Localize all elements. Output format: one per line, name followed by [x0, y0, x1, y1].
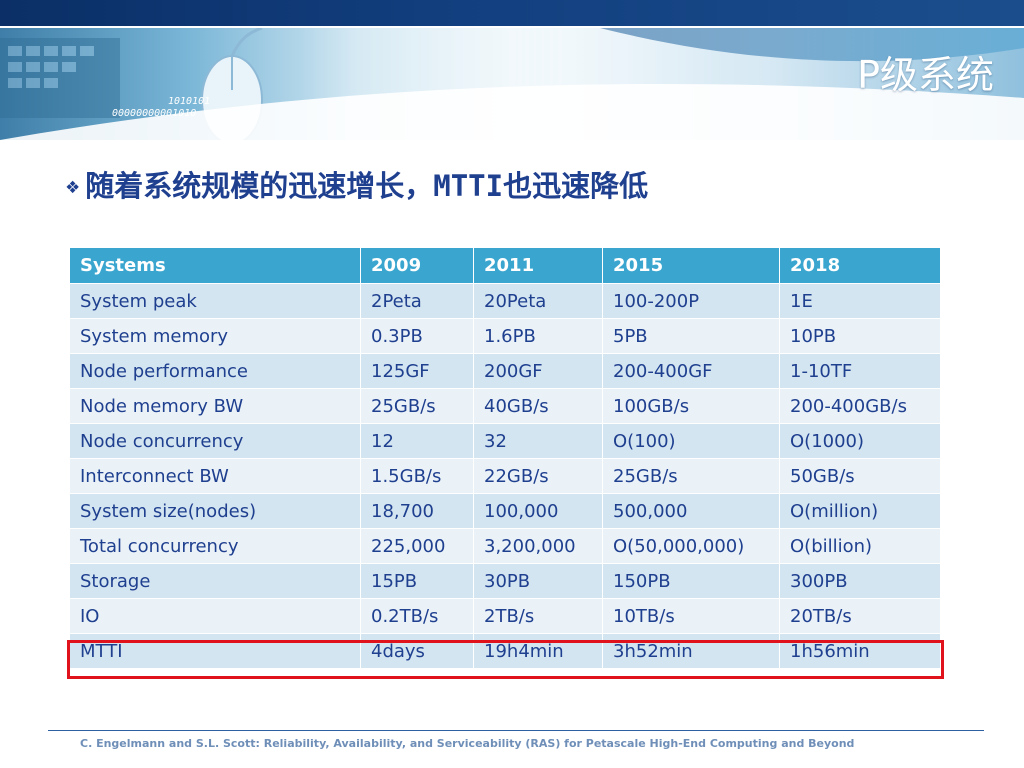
- header-2018: 2018: [779, 247, 941, 284]
- table-header-row: Systems 2009 2011 2015 2018: [69, 247, 941, 284]
- row-label: MTTI: [69, 633, 361, 669]
- table-cell: 22GB/s: [473, 458, 603, 494]
- header-systems: Systems: [69, 247, 361, 284]
- table-cell: 300PB: [779, 563, 941, 599]
- table-row: Node concurrency 12 32 O(100) O(1000): [69, 423, 941, 459]
- table-cell: 10TB/s: [602, 598, 780, 634]
- table-cell: 5PB: [602, 318, 780, 354]
- table-cell: 0.2TB/s: [360, 598, 474, 634]
- row-label: Node memory BW: [69, 388, 361, 424]
- table-cell: 1.6PB: [473, 318, 603, 354]
- table-cell: O(50,000,000): [602, 528, 780, 564]
- table-cell: 40GB/s: [473, 388, 603, 424]
- table-cell: 100-200P: [602, 283, 780, 319]
- banner-binary-2: 00000000001010: [112, 108, 196, 119]
- table-cell: 200GF: [473, 353, 603, 389]
- table-cell: 25GB/s: [360, 388, 474, 424]
- table-cell: O(100): [602, 423, 780, 459]
- table-cell: 2TB/s: [473, 598, 603, 634]
- systems-table: Systems 2009 2011 2015 2018 System peak …: [69, 247, 941, 669]
- diamond-bullet-icon: ❖: [66, 174, 80, 199]
- table-row: Storage 15PB 30PB 150PB 300PB: [69, 563, 941, 599]
- table-cell: 30PB: [473, 563, 603, 599]
- table-row: IO 0.2TB/s 2TB/s 10TB/s 20TB/s: [69, 598, 941, 634]
- table-cell: 20Peta: [473, 283, 603, 319]
- table-cell: 10PB: [779, 318, 941, 354]
- table-cell: 50GB/s: [779, 458, 941, 494]
- slide-title: P级系统: [857, 53, 994, 97]
- table-cell: 200-400GB/s: [779, 388, 941, 424]
- table-row: System peak 2Peta 20Peta 100-200P 1E: [69, 283, 941, 319]
- table-cell: 19h4min: [473, 633, 603, 669]
- table-row: Node performance 125GF 200GF 200-400GF 1…: [69, 353, 941, 389]
- table-row: Node memory BW 25GB/s 40GB/s 100GB/s 200…: [69, 388, 941, 424]
- row-label: System memory: [69, 318, 361, 354]
- table-cell: 150PB: [602, 563, 780, 599]
- table-cell: 20TB/s: [779, 598, 941, 634]
- header-2009: 2009: [360, 247, 474, 284]
- table-row: System size(nodes) 18,700 100,000 500,00…: [69, 493, 941, 529]
- table-row: Total concurrency 225,000 3,200,000 O(50…: [69, 528, 941, 564]
- header-2015: 2015: [602, 247, 780, 284]
- table-cell: 1E: [779, 283, 941, 319]
- bullet-text: 随着系统规模的迅速增长，MTTI也迅速降低: [85, 169, 649, 203]
- row-label: Total concurrency: [69, 528, 361, 564]
- table-cell: 225,000: [360, 528, 474, 564]
- table-cell: 32: [473, 423, 603, 459]
- header-banner: 1010101 00000000001010: [0, 28, 1024, 140]
- table-cell: O(billion): [779, 528, 941, 564]
- table-row-mtti: MTTI 4days 19h4min 3h52min 1h56min: [69, 633, 941, 669]
- row-label: Node concurrency: [69, 423, 361, 459]
- table-cell: 25GB/s: [602, 458, 780, 494]
- footer-divider: [48, 730, 984, 731]
- table-cell: 1h56min: [779, 633, 941, 669]
- row-label: IO: [69, 598, 361, 634]
- table-cell: 12: [360, 423, 474, 459]
- table-cell: O(1000): [779, 423, 941, 459]
- row-label: Node performance: [69, 353, 361, 389]
- table-row: Interconnect BW 1.5GB/s 22GB/s 25GB/s 50…: [69, 458, 941, 494]
- row-label: Storage: [69, 563, 361, 599]
- table-cell: 100GB/s: [602, 388, 780, 424]
- bullet-point: ❖ 随着系统规模的迅速增长，MTTI也迅速降低: [66, 164, 648, 208]
- table-cell: O(million): [779, 493, 941, 529]
- table-cell: 200-400GF: [602, 353, 780, 389]
- table-cell: 3h52min: [602, 633, 780, 669]
- table-cell: 500,000: [602, 493, 780, 529]
- table-cell: 18,700: [360, 493, 474, 529]
- table-cell: 1.5GB/s: [360, 458, 474, 494]
- row-label: System peak: [69, 283, 361, 319]
- table-cell: 4days: [360, 633, 474, 669]
- table-cell: 3,200,000: [473, 528, 603, 564]
- table-row: System memory 0.3PB 1.6PB 5PB 10PB: [69, 318, 941, 354]
- table-cell: 100,000: [473, 493, 603, 529]
- table-cell: 0.3PB: [360, 318, 474, 354]
- table-cell: 125GF: [360, 353, 474, 389]
- banner-binary-1: 1010101: [168, 96, 210, 107]
- table-cell: 2Peta: [360, 283, 474, 319]
- header-2011: 2011: [473, 247, 603, 284]
- row-label: Interconnect BW: [69, 458, 361, 494]
- row-label: System size(nodes): [69, 493, 361, 529]
- footer-citation: C. Engelmann and S.L. Scott: Reliability…: [80, 737, 855, 750]
- top-bar: [0, 0, 1024, 26]
- keyboard-graphic: [0, 38, 120, 118]
- table-cell: 15PB: [360, 563, 474, 599]
- table-cell: 1-10TF: [779, 353, 941, 389]
- top-bar-divider: [0, 26, 1024, 28]
- banner-decoration: 1010101 00000000001010: [0, 28, 1024, 140]
